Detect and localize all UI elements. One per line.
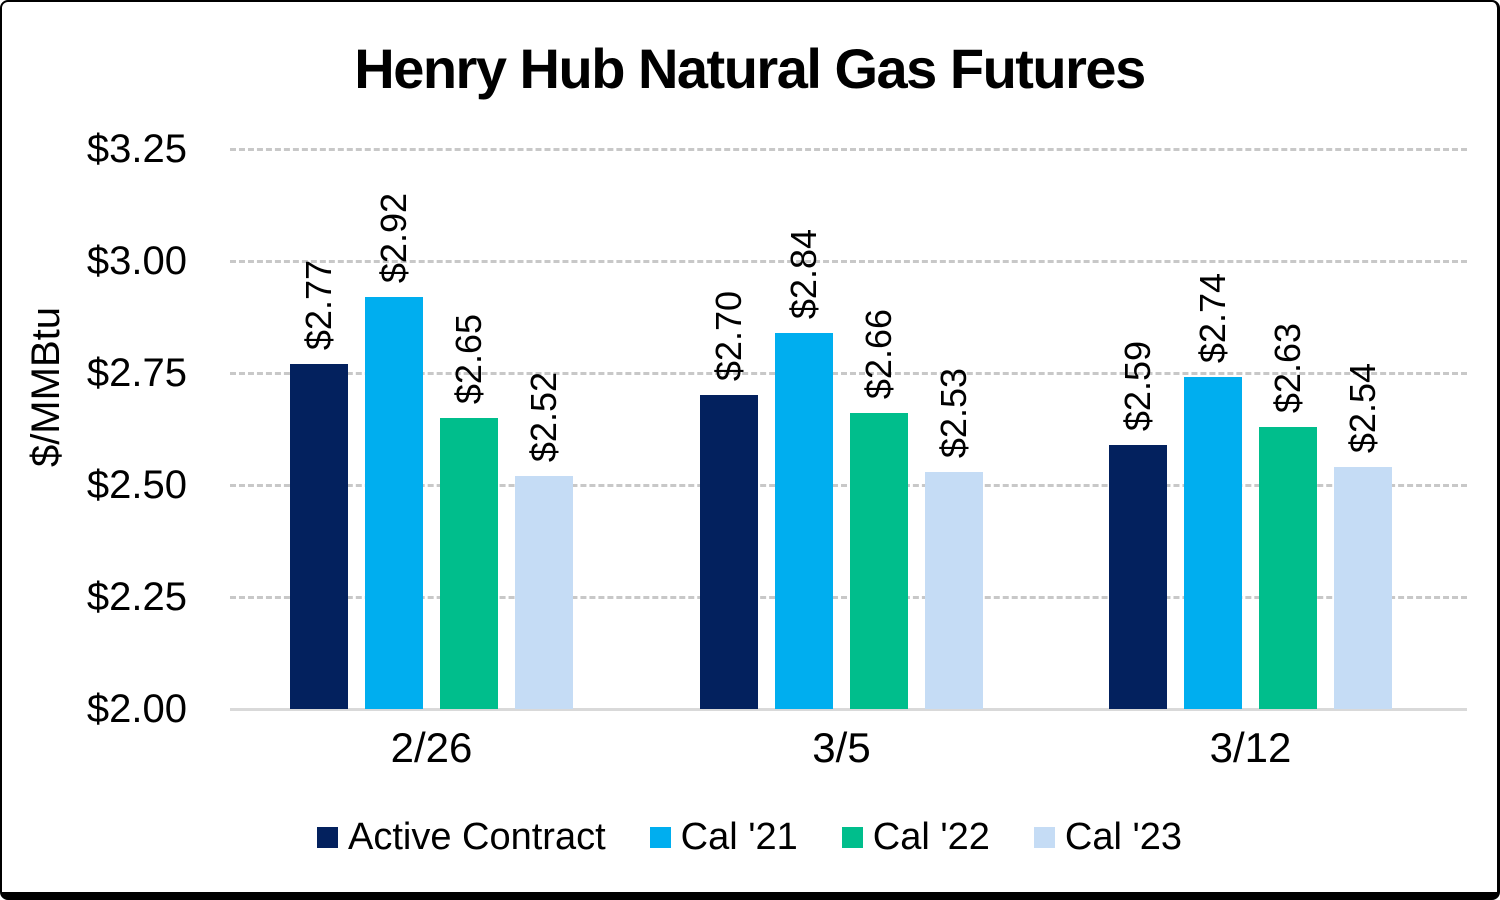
bar-slot: $2.63 [1259,149,1317,709]
bar-value-label: $2.77 [298,259,339,350]
bar-group-3/12: $2.59 $2.74 $2.63 $2.54 [1109,149,1392,709]
legend-swatch-icon [649,827,671,848]
bar-group-2/26: $2.77 $2.92 $2.65 $2.52 [290,149,573,709]
bar-value-label: $2.66 [858,308,899,399]
y-tick-label: $2.75 [86,351,187,395]
bar-cal-22 [1259,427,1317,709]
bar-value-label: $2.53 [933,367,974,458]
gridline [230,148,1467,151]
y-tick-label: $2.25 [86,575,187,619]
bar-value-label: $2.92 [373,192,414,283]
bar-slot: $2.65 [440,149,498,709]
y-tick-label: $2.00 [86,687,187,731]
bar-slot: $2.92 [365,149,423,709]
gridline [230,484,1467,487]
legend-item-cal-22: Cal '22 [841,816,990,859]
gridline [230,596,1467,599]
bar-cal-22 [440,418,498,709]
legend-item-active-contract: Active Contract [317,816,606,859]
bar-group-3/5: $2.70 $2.84 $2.66 $2.53 [700,149,983,709]
bar-cal-22 [850,413,908,709]
legend-swatch-icon [841,827,863,848]
legend-label: Cal '23 [1064,816,1182,858]
bar-cal-23 [515,476,573,709]
y-tick-label: $3.00 [86,239,187,283]
x-axis-label: 2/26 [390,724,473,771]
bar-value-label: $2.70 [708,290,749,381]
bar-active-contract [1109,445,1167,709]
bar-value-label: $2.54 [1342,362,1383,453]
bar-active-contract [290,364,348,709]
bar-cal-23 [925,472,983,709]
bar-slot: $2.77 [290,149,348,709]
bar-cal-21 [365,297,423,709]
x-axis-label: 3/12 [1209,724,1292,771]
bar-active-contract [700,395,758,709]
x-axis-line [230,708,1467,711]
legend-item-cal-23: Cal '23 [1033,816,1182,859]
plot-area: $2.77 $2.92 $2.65 $2.52 $2.70 $2.84 $2.66 $2.53… [230,148,1467,711]
legend-label: Cal '22 [872,816,990,858]
bar-value-label: $2.65 [448,313,489,404]
bar-value-label: $2.84 [783,228,824,319]
bar-slot: $2.52 [515,149,573,709]
y-tick-label: $2.50 [86,463,187,507]
legend-swatch-icon [317,827,338,848]
legend-label: Cal '21 [680,816,798,858]
bar-slot: $2.66 [850,149,908,709]
bar-slot: $2.70 [700,149,758,709]
bar-slot: $2.53 [925,149,983,709]
gridline [230,260,1467,263]
bar-cal-21 [1184,377,1242,709]
chart-title: Henry Hub Natural Gas Futures [354,37,1146,100]
bar-slot: $2.59 [1109,149,1167,709]
gridline [230,372,1467,375]
bar-value-label: $2.63 [1267,322,1308,413]
legend-label: Active Contract [348,816,606,858]
legend: Active Contract Cal '21 Cal '22 Cal '23 [2,816,1497,859]
bar-cal-23 [1334,467,1392,709]
legend-swatch-icon [1033,827,1055,848]
y-tick-label: $3.25 [86,127,187,171]
bar-value-label: $2.74 [1192,272,1233,363]
legend-item-cal-21: Cal '21 [649,816,798,859]
x-axis-label: 3/5 [812,724,871,771]
bar-value-label: $2.59 [1117,340,1158,431]
bar-slot: $2.54 [1334,149,1392,709]
bar-value-label: $2.52 [523,371,564,462]
bar-slot: $2.84 [775,149,833,709]
bar-slot: $2.74 [1184,149,1242,709]
bar-cal-21 [775,333,833,709]
